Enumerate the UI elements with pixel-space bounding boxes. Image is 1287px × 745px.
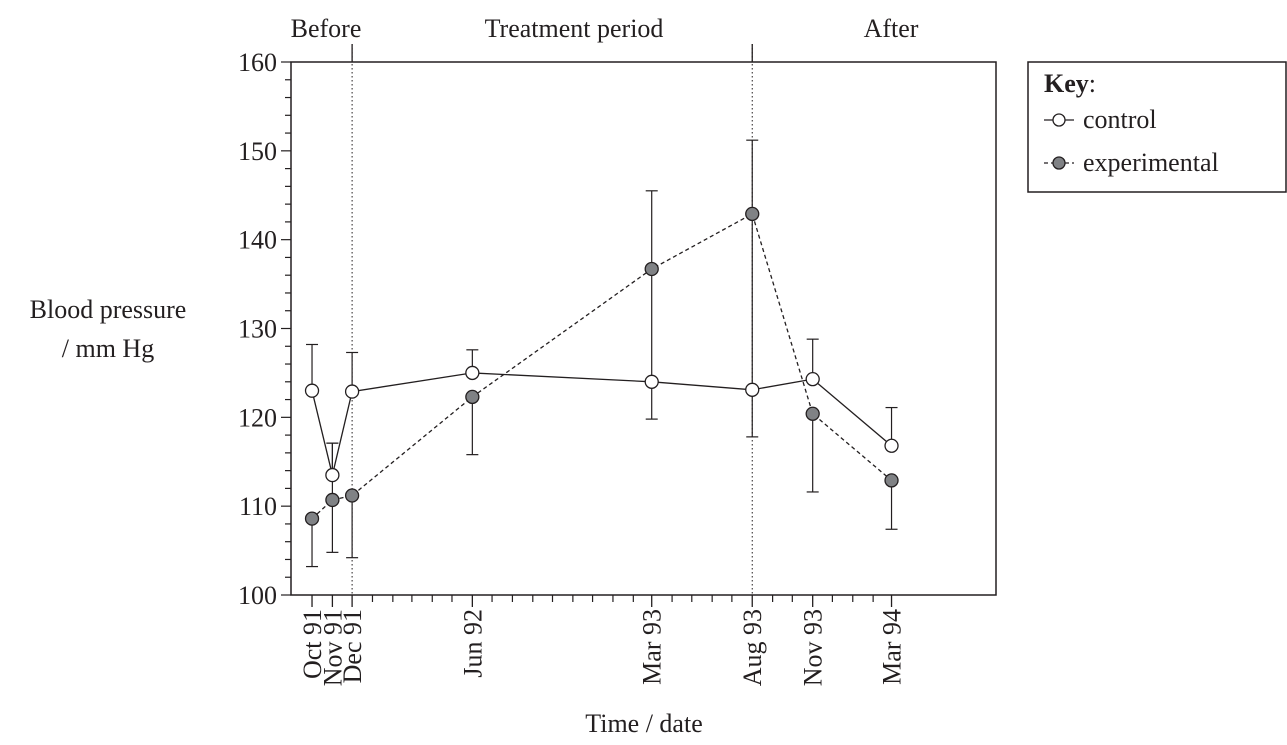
point-control [304, 383, 320, 398]
series-layer [304, 139, 899, 568]
legend-box [1027, 61, 1287, 193]
point-control [884, 438, 899, 453]
plot-area-frame [290, 61, 997, 596]
series-experimental [306, 212, 898, 568]
legend-item-control: control [1044, 105, 1157, 134]
point-control [644, 374, 659, 389]
y-axis-title-line2: / mm Hg [62, 334, 154, 363]
point-experimental [344, 488, 360, 503]
x-tick-label: Mar 94 [878, 609, 907, 685]
point-experimental [465, 389, 480, 405]
period-labels: Before Treatment period After [291, 14, 919, 43]
x-tick-label: Dec 91 [338, 609, 367, 683]
point-experimental [644, 261, 659, 277]
y-tick-label: 120 [238, 403, 277, 432]
series-line-experimental [311, 212, 892, 520]
period-boundaries [351, 44, 753, 595]
series-control [306, 139, 898, 476]
period-label-after: After [864, 14, 919, 43]
legend-marker-control [1052, 113, 1066, 127]
y-tick-label: 160 [238, 48, 277, 77]
legend-marker-experimental [1052, 156, 1066, 170]
period-label-before: Before [291, 14, 362, 43]
y-tick-label: 150 [238, 137, 277, 166]
legend-label-experimental: experimental [1083, 148, 1219, 177]
point-experimental [884, 473, 899, 488]
point-control [344, 384, 360, 399]
x-axis-title: Time / date [585, 709, 702, 738]
x-tick-label: Aug 93 [738, 609, 767, 686]
point-control [325, 467, 340, 483]
y-axis-title-line1: Blood pressure [30, 295, 187, 324]
legend: Key: control experimental [1027, 61, 1287, 193]
x-tick-label: Nov 93 [799, 609, 828, 686]
legend-label-control: control [1083, 105, 1157, 134]
markers-experimental [304, 206, 899, 526]
point-control [465, 365, 480, 381]
x-tick-label: Nov 91 [318, 609, 347, 686]
legend-title: Key: [1044, 69, 1096, 98]
y-tick-label: 130 [238, 315, 277, 344]
y-tick-label: 110 [239, 492, 277, 521]
y-tick-label: 140 [238, 226, 277, 255]
y-tick-label: 100 [238, 581, 277, 610]
y-axis-title: Blood pressure / mm Hg [30, 295, 187, 363]
point-experimental [325, 492, 340, 508]
point-control [805, 371, 820, 387]
x-tick-label: Jun 92 [458, 609, 487, 678]
legend-item-experimental: experimental [1044, 148, 1219, 177]
series-line-control [311, 372, 892, 476]
x-tick-label: Oct 91 [298, 609, 327, 679]
period-label-treatment: Treatment period [485, 14, 664, 43]
markers-control [304, 365, 899, 483]
legend-title-colon: : [1089, 69, 1096, 98]
point-experimental [304, 511, 320, 526]
legend-title-bold: Key [1044, 69, 1089, 98]
point-control [745, 382, 760, 397]
point-experimental [745, 206, 760, 222]
y-axis: 100 110 120 130 140 150 160 [238, 48, 291, 610]
x-tick-label: Mar 93 [638, 609, 667, 685]
point-experimental [805, 406, 820, 421]
